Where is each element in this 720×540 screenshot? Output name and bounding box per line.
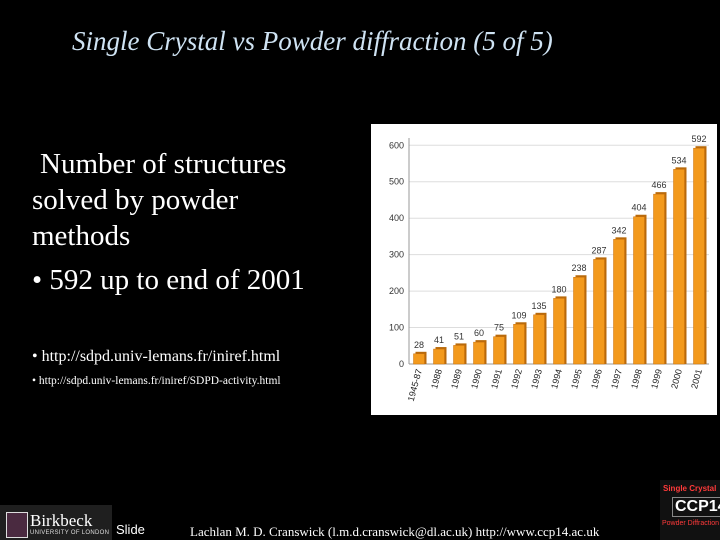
bar: [653, 193, 665, 365]
bullet-main: • 592 up to end of 2001: [32, 264, 305, 296]
x-tick-label: 1945-87: [406, 368, 424, 402]
slide-body: Number of structures solved by powder me…: [32, 146, 372, 298]
x-tick-label: 1990: [469, 368, 484, 390]
bar: [453, 345, 465, 365]
y-tick-label: 500: [389, 177, 404, 187]
ccp-top-text: Single Crystal: [663, 484, 717, 493]
bar: [593, 259, 605, 365]
x-tick-label: 1992: [509, 368, 524, 390]
data-label: 238: [571, 263, 586, 273]
x-tick-label: 1997: [609, 368, 624, 390]
ccp-mid-text: CCP14: [672, 497, 720, 517]
y-tick-label: 400: [389, 213, 404, 223]
data-label: 287: [591, 245, 606, 255]
bar: [533, 314, 545, 365]
y-tick-label: 0: [399, 359, 404, 369]
x-tick-label: 2000: [669, 368, 684, 390]
data-label: 51: [454, 331, 464, 341]
body-line-3: methods: [32, 220, 131, 252]
x-tick-label: 1998: [629, 368, 644, 390]
ccp14-logo: Single Crystal CCP14 Powder Diffraction: [660, 480, 720, 540]
slide-label: Slide: [116, 522, 145, 537]
x-tick-label: 2001: [689, 368, 704, 390]
bar: [553, 298, 565, 365]
data-label: 592: [691, 134, 706, 144]
logo-name: Birkbeck: [30, 511, 93, 530]
body-line-1: Number of structures: [40, 148, 287, 180]
x-tick-label: 1988: [429, 368, 444, 390]
y-tick-label: 200: [389, 286, 404, 296]
ccp-bottom-text: Powder Diffraction: [662, 520, 720, 527]
x-tick-label: 1991: [489, 368, 504, 390]
bar: [693, 147, 705, 365]
x-tick-label: 1995: [569, 368, 584, 390]
data-label: 41: [434, 335, 444, 345]
data-label: 60: [474, 328, 484, 338]
data-label: 342: [611, 225, 626, 235]
data-label: 534: [671, 155, 686, 165]
logo-subtitle: UNIVERSITY OF LONDON: [30, 530, 110, 536]
bar: [513, 324, 525, 365]
bar: [433, 348, 445, 365]
body-line-2: solved by powder: [32, 184, 239, 216]
y-tick-label: 300: [389, 250, 404, 260]
link-sdpd-activity[interactable]: • http://sdpd.univ-lemans.fr/iniref/SDPD…: [32, 375, 281, 387]
bar: [493, 336, 505, 365]
data-label: 404: [631, 203, 646, 213]
x-tick-label: 1996: [589, 368, 604, 390]
x-tick-label: 1994: [549, 368, 564, 390]
x-tick-label: 1999: [649, 368, 664, 390]
slide-title: Single Crystal vs Powder diffraction (5 …: [72, 26, 553, 56]
y-tick-label: 100: [389, 323, 404, 333]
data-label: 109: [511, 310, 526, 320]
data-label: 180: [551, 284, 566, 294]
y-tick-label: 600: [389, 140, 404, 150]
x-tick-label: 1993: [529, 368, 544, 390]
link-iniref[interactable]: • http://sdpd.univ-lemans.fr/iniref.html: [32, 348, 281, 365]
bar: [413, 353, 425, 365]
data-label: 75: [494, 323, 504, 333]
data-label: 28: [414, 340, 424, 350]
structures-bar-chart: 0 100 200 300 400 500 600 28 1945-87 41 1988 51 1989…: [371, 124, 717, 415]
bar: [613, 239, 625, 365]
x-tick-label: 1989: [449, 368, 464, 390]
bar: [473, 341, 485, 365]
birkbeck-logo: Birkbeck UNIVERSITY OF LONDON: [0, 505, 112, 540]
crest-icon: [6, 512, 28, 538]
chart-svg: 0 100 200 300 400 500 600 28 1945-87 41 1988 51 1989…: [389, 134, 709, 402]
bar: [673, 169, 685, 365]
footer-credit: Lachlan M. D. Cranswick (l.m.d.cranswick…: [190, 524, 600, 539]
bar: [573, 276, 585, 365]
data-label: 135: [531, 301, 546, 311]
data-label: 466: [651, 180, 666, 190]
bar: [633, 216, 645, 365]
